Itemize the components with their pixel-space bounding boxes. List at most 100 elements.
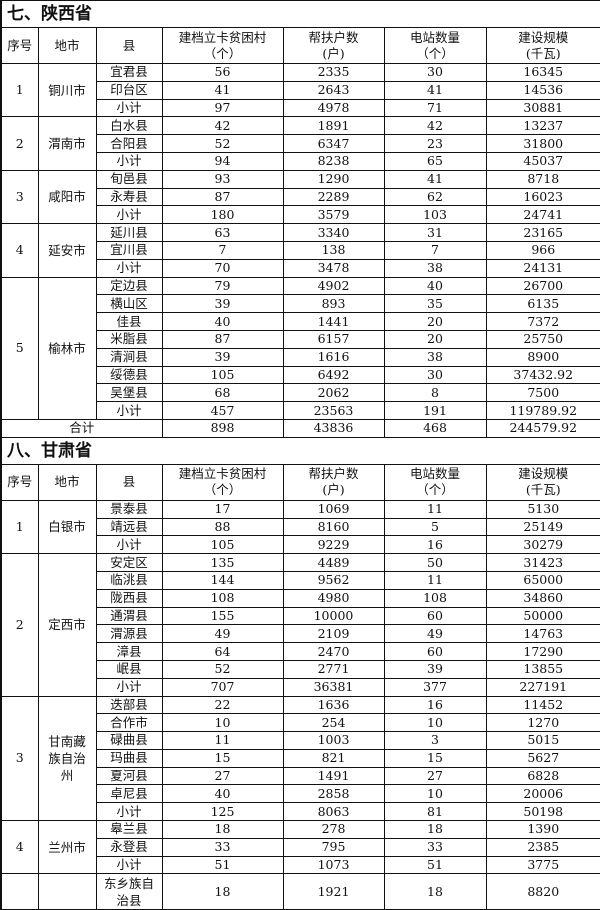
stations-cell: 30: [384, 366, 486, 384]
header-line: 县: [97, 474, 162, 490]
households-cell: 4978: [283, 99, 384, 117]
header-line: 建设规模: [487, 30, 600, 46]
county-name: 渭源县: [96, 625, 162, 643]
county-name: 小计: [96, 678, 162, 696]
stations-cell: 30: [384, 64, 486, 82]
households-cell: 1616: [283, 348, 384, 366]
header-unit: (千瓦): [487, 482, 600, 498]
households-cell: 1636: [283, 696, 384, 714]
row-number: 2: [1, 554, 38, 696]
stations-cell: 23: [384, 135, 486, 153]
villages-cell: 40: [162, 313, 283, 331]
villages-cell: 108: [162, 589, 283, 607]
households-cell: 2470: [283, 643, 384, 661]
row-number: [1, 874, 38, 910]
villages-cell: 52: [162, 135, 283, 153]
stations-cell: 71: [384, 99, 486, 117]
households-cell: 2858: [283, 785, 384, 803]
total-label: 合计: [1, 419, 162, 437]
stations-cell: 42: [384, 117, 486, 135]
stations-cell: 191: [384, 402, 486, 420]
villages-cell: 87: [162, 330, 283, 348]
households-cell: 254: [283, 714, 384, 732]
stations-cell: 18: [384, 874, 486, 910]
column-header: 序号: [1, 28, 38, 64]
city-name: 兰州市: [38, 821, 96, 874]
stations-cell: 108: [384, 589, 486, 607]
capacity-cell: 37432.92: [486, 366, 600, 384]
county-name: 永登县: [96, 838, 162, 856]
county-name: 小计: [96, 152, 162, 170]
stations-cell: 8: [384, 384, 486, 402]
total-households: 43836: [283, 419, 384, 437]
stations-cell: 41: [384, 170, 486, 188]
city-name: 延安市: [38, 224, 96, 277]
section-title-row: 八、甘肃省: [1, 437, 600, 464]
county-name: 小计: [96, 856, 162, 874]
county-name: 安定区: [96, 554, 162, 572]
villages-cell: 180: [162, 206, 283, 224]
capacity-cell: 23165: [486, 224, 600, 242]
row-number: 5: [1, 277, 38, 419]
households-cell: 2335: [283, 64, 384, 82]
county-name: 小计: [96, 259, 162, 277]
households-cell: 2289: [283, 188, 384, 206]
county-name: 玛曲县: [96, 749, 162, 767]
county-name: 吴堡县: [96, 384, 162, 402]
villages-cell: 70: [162, 259, 283, 277]
stations-cell: 49: [384, 625, 486, 643]
households-cell: 1491: [283, 767, 384, 785]
column-header: 地市: [38, 464, 96, 500]
capacity-cell: 7372: [486, 313, 600, 331]
villages-cell: 94: [162, 152, 283, 170]
stations-cell: 103: [384, 206, 486, 224]
total-capacity: 244579.92: [486, 419, 600, 437]
stations-cell: 41: [384, 81, 486, 99]
capacity-cell: 227191: [486, 678, 600, 696]
households-cell: 1073: [283, 856, 384, 874]
header-unit: （个）: [385, 46, 486, 62]
villages-cell: 93: [162, 170, 283, 188]
stations-cell: 10: [384, 785, 486, 803]
villages-cell: 10: [162, 714, 283, 732]
county-name: 皋兰县: [96, 821, 162, 839]
capacity-cell: 6135: [486, 295, 600, 313]
stations-cell: 20: [384, 330, 486, 348]
capacity-cell: 119789.92: [486, 402, 600, 420]
villages-cell: 125: [162, 803, 283, 821]
households-cell: 4489: [283, 554, 384, 572]
villages-cell: 135: [162, 554, 283, 572]
capacity-cell: 5627: [486, 749, 600, 767]
county-name: 夏河县: [96, 767, 162, 785]
header-line: 帮扶户数: [284, 466, 384, 482]
county-name: 合作市: [96, 714, 162, 732]
county-name: 合阳县: [96, 135, 162, 153]
villages-cell: 49: [162, 625, 283, 643]
villages-cell: 155: [162, 607, 283, 625]
stations-cell: 60: [384, 643, 486, 661]
villages-cell: 33: [162, 838, 283, 856]
villages-cell: 7: [162, 241, 283, 259]
county-name: 米脂县: [96, 330, 162, 348]
stations-cell: 51: [384, 856, 486, 874]
stations-cell: 3: [384, 732, 486, 750]
capacity-cell: 7500: [486, 384, 600, 402]
capacity-cell: 45037: [486, 152, 600, 170]
stations-cell: 81: [384, 803, 486, 821]
county-name: 印台区: [96, 81, 162, 99]
stations-cell: 35: [384, 295, 486, 313]
county-name: 靖远县: [96, 518, 162, 536]
county-name: 宜川县: [96, 241, 162, 259]
villages-cell: 18: [162, 874, 283, 910]
column-header: 建档立卡贫困村（个）: [162, 28, 283, 64]
county-name: 小计: [96, 536, 162, 554]
capacity-cell: 8900: [486, 348, 600, 366]
capacity-cell: 50198: [486, 803, 600, 821]
villages-cell: 39: [162, 295, 283, 313]
city-name: 白银市: [38, 500, 96, 553]
